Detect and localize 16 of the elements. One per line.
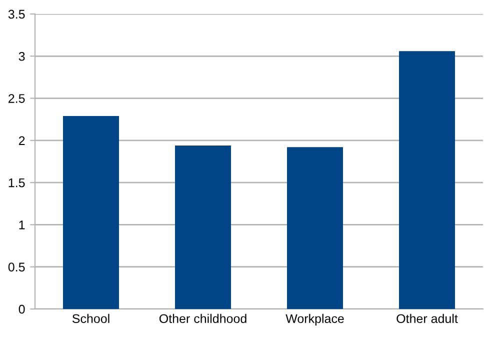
y-tick-label: 3 <box>18 52 25 61</box>
bar <box>287 147 343 309</box>
bar <box>399 51 455 309</box>
bar <box>63 116 119 309</box>
y-tick-label: 2.5 <box>8 94 25 103</box>
y-tick-label: 1.5 <box>8 178 25 188</box>
x-tick-label: School <box>72 314 110 324</box>
x-tick-label: Workplace <box>286 314 344 326</box>
x-tick-label: Other adult <box>396 314 458 324</box>
y-tick-label: 2 <box>18 136 25 145</box>
bar <box>175 145 231 309</box>
x-tick-label: Other childhood <box>159 314 246 324</box>
y-tick-label: 3.5 <box>8 10 25 19</box>
y-tick-label: 1 <box>19 220 25 230</box>
y-tick-label: 0.5 <box>8 262 25 272</box>
y-tick-label: 0 <box>18 304 25 314</box>
